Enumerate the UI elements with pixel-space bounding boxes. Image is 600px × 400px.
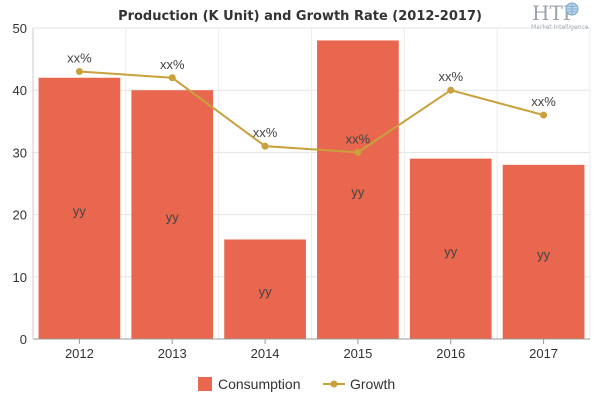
- growth-label-2013: xx%: [160, 57, 185, 72]
- x-tick-label-2012: 2012: [65, 346, 94, 361]
- bar-2012: [38, 77, 121, 339]
- legend-label-consumption: Consumption: [218, 376, 301, 392]
- y-tick-label: 20: [13, 208, 27, 223]
- bar-2013: [131, 90, 214, 339]
- line-series: xx% xx% xx% xx% xx% xx%: [67, 51, 556, 156]
- bar-label-2012: yy: [73, 203, 87, 218]
- bar-label-2017: yy: [537, 247, 551, 262]
- bar-2014: [224, 239, 306, 339]
- y-tick-label: 30: [13, 145, 27, 160]
- growth-line: [79, 70, 544, 154]
- bar-label-2015: yy: [351, 185, 365, 200]
- htf-logo: HTF Market Intelligence: [531, 1, 589, 31]
- globe-icon: [565, 2, 579, 16]
- y-tick-label: 40: [13, 83, 27, 98]
- chart-title: Production (K Unit) and Growth Rate (201…: [118, 9, 482, 24]
- growth-label-2014: xx%: [253, 125, 278, 140]
- growth-label-2017: xx%: [531, 94, 556, 109]
- growth-label-2012: xx%: [67, 51, 92, 66]
- growth-label-2015: xx%: [346, 131, 371, 146]
- bar-label-2016: yy: [444, 244, 458, 259]
- x-tick-label-2017: 2017: [529, 346, 558, 361]
- bar-label-2014: yy: [259, 284, 273, 299]
- axes: 0 10 20 30 40 50 2012 2013 2014 2015 2016 2017: [13, 21, 590, 361]
- x-tick-label-2015: 2015: [343, 346, 372, 361]
- bar-2016: [409, 158, 492, 339]
- growth-point-2017: [540, 111, 548, 119]
- bar-2015: [317, 40, 399, 339]
- bar-label-2013: yy: [166, 210, 180, 225]
- y-tick-label: 0: [20, 332, 27, 347]
- x-tick-label-2014: 2014: [251, 346, 280, 361]
- growth-point-2012: [75, 68, 83, 76]
- growth-label-2016: xx%: [438, 69, 463, 84]
- growth-point-2014: [261, 142, 269, 150]
- legend-marker-growth: [330, 380, 338, 388]
- growth-point-2015: [354, 148, 362, 156]
- growth-point-2016: [447, 86, 455, 94]
- legend: Consumption Growth: [198, 376, 395, 392]
- bar-series: yy yy yy yy yy yy: [38, 40, 585, 339]
- legend-swatch-consumption: [198, 377, 212, 391]
- y-tick-label: 10: [13, 270, 27, 285]
- x-tick-label-2013: 2013: [158, 346, 187, 361]
- x-tick-label-2016: 2016: [436, 346, 465, 361]
- growth-point-2013: [168, 74, 176, 82]
- bar-2017: [502, 164, 585, 339]
- y-tick-label: 50: [13, 21, 27, 36]
- legend-label-growth: Growth: [350, 376, 395, 392]
